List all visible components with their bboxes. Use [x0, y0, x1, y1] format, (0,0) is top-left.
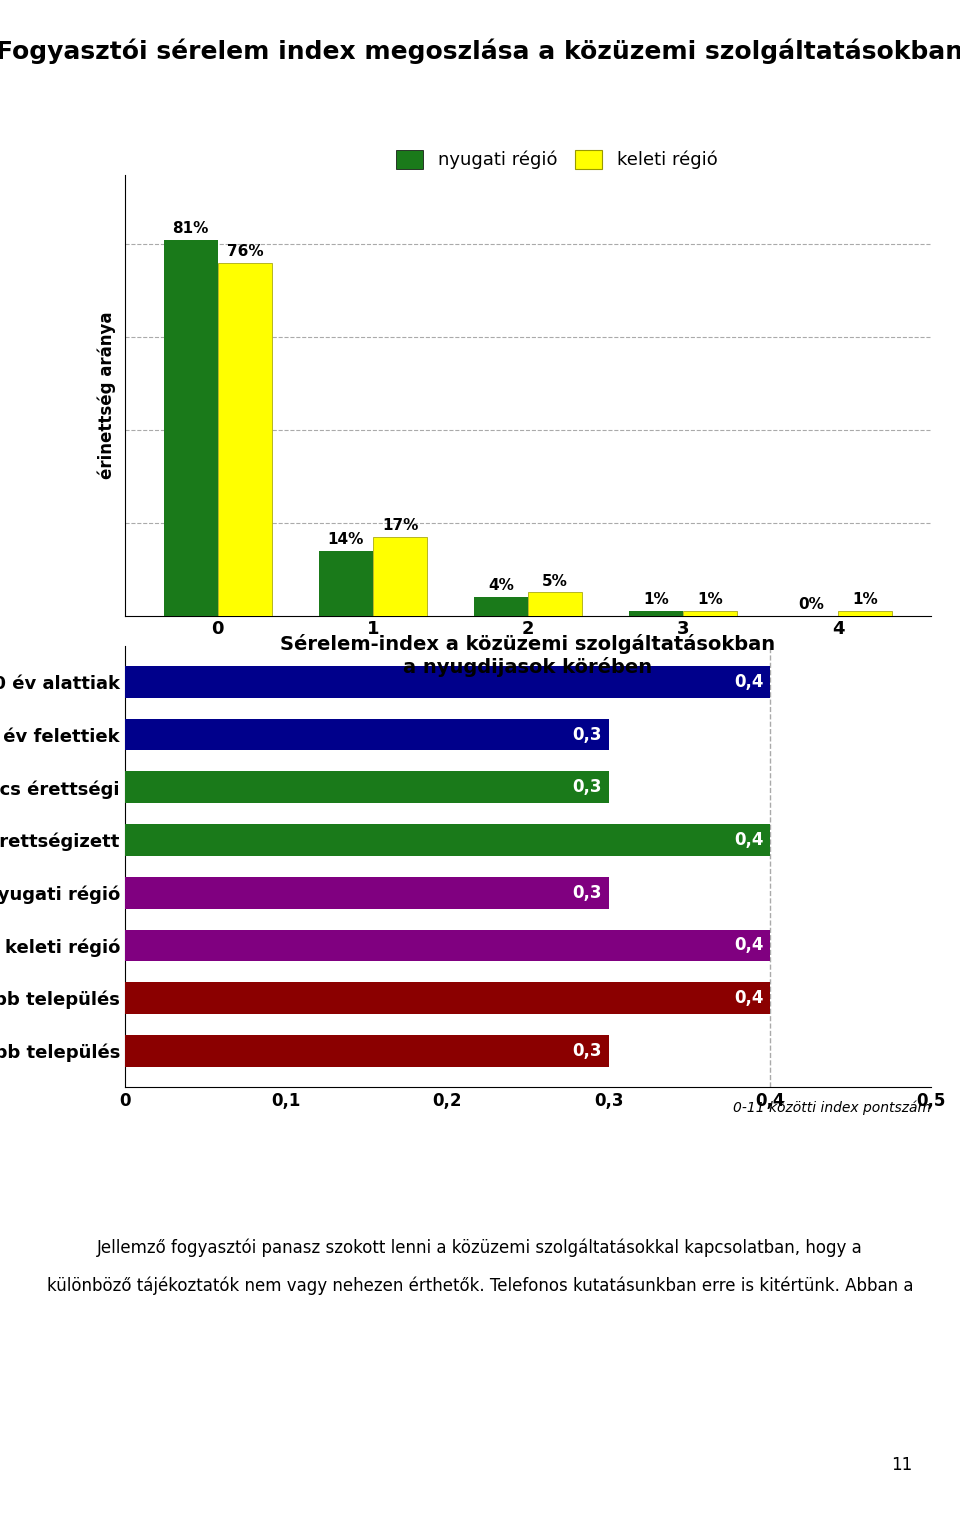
Bar [125, 1035, 609, 1067]
Text: 5%: 5% [542, 573, 568, 588]
Text: 76%: 76% [227, 245, 263, 260]
Bar [838, 611, 893, 616]
Bar [125, 772, 609, 803]
Bar [163, 240, 218, 616]
Bar [684, 611, 737, 616]
Text: 81%: 81% [173, 220, 209, 236]
Text: 0,3: 0,3 [573, 778, 602, 796]
Text: 1%: 1% [643, 593, 669, 608]
Text: Fogyasztói sérelem index megoszlása a közüzemi szolgáltatásokban: Fogyasztói sérelem index megoszlása a kö… [0, 38, 960, 64]
Bar [372, 537, 427, 616]
Bar [319, 550, 372, 616]
Text: 0%: 0% [798, 597, 824, 613]
Bar [125, 719, 609, 751]
Bar [218, 263, 272, 616]
Text: 0,4: 0,4 [734, 936, 763, 955]
Bar [125, 877, 609, 909]
Text: különböző tájékoztatók nem vagy nehezen érthetők. Telefonos kutatásunkban erre i: különböző tájékoztatók nem vagy nehezen … [47, 1277, 913, 1295]
Text: 0,4: 0,4 [734, 990, 763, 1008]
Bar [125, 824, 770, 856]
X-axis label: sérelem fajták száma: sérelem fajták száma [420, 648, 636, 666]
Text: 14%: 14% [327, 532, 364, 547]
Text: 0,3: 0,3 [573, 725, 602, 743]
Legend: nyugati régió, keleti régió: nyugati régió, keleti régió [389, 143, 725, 176]
Text: Jellemző fogyasztói panasz szokott lenni a közüzemi szolgáltatásokkal kapcsolatb: Jellemző fogyasztói panasz szokott lenni… [97, 1239, 863, 1257]
Text: 0,3: 0,3 [573, 1041, 602, 1059]
Text: 4%: 4% [488, 578, 514, 593]
Text: 17%: 17% [382, 518, 419, 534]
Text: 0-11 közötti index pontszám: 0-11 közötti index pontszám [733, 1100, 931, 1116]
Text: 0,4: 0,4 [734, 831, 763, 850]
Bar [473, 597, 528, 616]
Text: 1%: 1% [697, 593, 723, 608]
Text: 1%: 1% [852, 593, 878, 608]
Bar [125, 666, 770, 698]
Text: 11: 11 [891, 1456, 912, 1474]
Text: Sérelem-index a közüzemi szolgáltatásokban
a nyugdijasok körében: Sérelem-index a közüzemi szolgáltatásokb… [280, 634, 776, 676]
Bar [629, 611, 684, 616]
Bar [125, 982, 770, 1014]
Text: 0,4: 0,4 [734, 673, 763, 692]
Y-axis label: érinettség aránya: érinettség aránya [98, 312, 116, 479]
Text: 0,3: 0,3 [573, 883, 602, 901]
Bar [125, 930, 770, 961]
Bar [528, 593, 583, 616]
